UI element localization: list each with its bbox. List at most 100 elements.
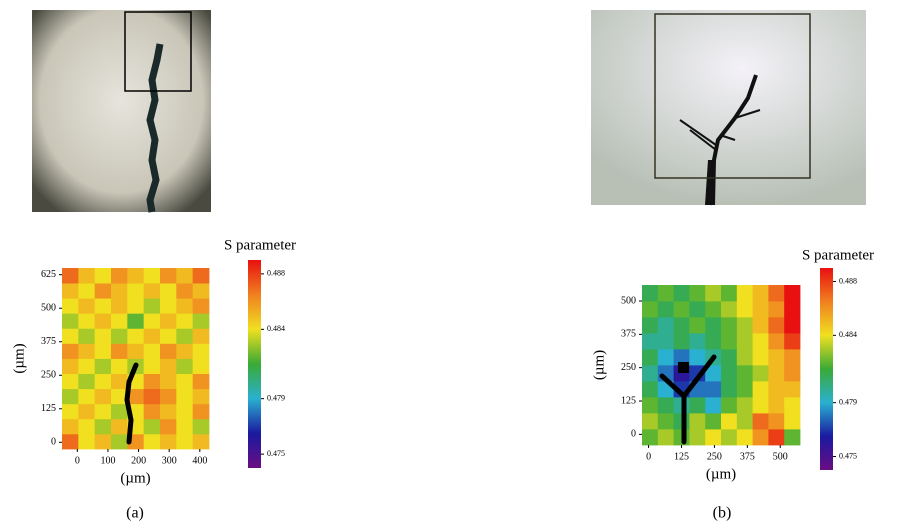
cell — [95, 389, 112, 404]
x-axis-label: (µm) — [120, 470, 150, 486]
cell — [753, 349, 769, 365]
cell — [642, 333, 658, 349]
cell — [95, 419, 112, 434]
colorbar-tick-label: 0.488 — [839, 276, 857, 285]
cell — [674, 301, 690, 317]
cell — [127, 298, 144, 313]
y-tick-label: 375 — [621, 329, 636, 340]
cell — [111, 298, 128, 313]
cell — [176, 313, 193, 328]
cell — [160, 283, 177, 298]
cell — [737, 381, 753, 397]
cell — [176, 419, 193, 434]
cell — [160, 359, 177, 374]
cell — [176, 328, 193, 343]
cell — [62, 313, 79, 328]
cell — [95, 328, 112, 343]
cell — [160, 419, 177, 434]
y-tick-label: 250 — [41, 370, 56, 381]
cell — [689, 397, 705, 413]
cell — [674, 333, 690, 349]
cell — [642, 317, 658, 333]
cell — [674, 285, 690, 301]
cell — [784, 301, 800, 317]
cell — [160, 374, 177, 389]
x-tick-label: 125 — [674, 451, 689, 462]
cell — [784, 381, 800, 397]
y-tick-label: 0 — [631, 429, 636, 440]
cell — [111, 434, 128, 449]
colorbar-tick-label: 0.488 — [267, 269, 285, 278]
cell — [144, 404, 161, 419]
cell — [642, 429, 658, 445]
x-axis-label: (µm) — [706, 466, 736, 482]
cell — [737, 333, 753, 349]
cell — [111, 268, 128, 283]
cell — [768, 397, 784, 413]
cell — [753, 413, 769, 429]
cell — [144, 343, 161, 358]
cell — [737, 413, 753, 429]
x-tick-label: 300 — [162, 455, 177, 466]
cell — [176, 343, 193, 358]
cell — [95, 313, 112, 328]
cell — [176, 389, 193, 404]
cell — [62, 328, 79, 343]
y-tick-label: 250 — [621, 362, 636, 373]
colorbar-title: S parameter — [224, 237, 296, 253]
cell — [144, 283, 161, 298]
cell — [784, 349, 800, 365]
cell — [768, 333, 784, 349]
x-tick-label: 250 — [707, 451, 722, 462]
cell — [193, 389, 210, 404]
cell — [78, 313, 95, 328]
cell — [78, 328, 95, 343]
cell — [62, 419, 79, 434]
cell — [78, 343, 95, 358]
cell — [658, 413, 674, 429]
cell — [705, 333, 721, 349]
cell — [176, 434, 193, 449]
cell — [193, 374, 210, 389]
cell — [176, 283, 193, 298]
void-marker — [678, 362, 689, 373]
cell — [111, 343, 128, 358]
y-axis-label: (µm) — [11, 343, 27, 373]
cell — [144, 374, 161, 389]
cell — [753, 301, 769, 317]
cell — [160, 328, 177, 343]
cell — [753, 397, 769, 413]
cell — [127, 328, 144, 343]
cell — [768, 285, 784, 301]
cell — [160, 343, 177, 358]
cell — [62, 298, 79, 313]
cell — [689, 429, 705, 445]
cell — [176, 298, 193, 313]
cell — [127, 283, 144, 298]
cell — [78, 374, 95, 389]
cell — [768, 429, 784, 445]
cell — [176, 404, 193, 419]
cell — [753, 429, 769, 445]
cell — [721, 429, 737, 445]
cell — [658, 333, 674, 349]
cell — [753, 333, 769, 349]
cell — [658, 301, 674, 317]
cell — [95, 283, 112, 298]
cell — [721, 349, 737, 365]
cell — [642, 397, 658, 413]
cell — [721, 301, 737, 317]
cell — [176, 374, 193, 389]
colorbar-tick-label: 0.484 — [839, 330, 857, 339]
cell — [193, 359, 210, 374]
colorbar-tick-label: 0.479 — [839, 397, 857, 406]
cell — [784, 413, 800, 429]
cell — [642, 349, 658, 365]
cell — [111, 404, 128, 419]
cell — [111, 374, 128, 389]
cell — [658, 349, 674, 365]
cell — [768, 365, 784, 381]
cell — [95, 374, 112, 389]
x-tick-label: 500 — [773, 451, 788, 462]
cell — [721, 381, 737, 397]
